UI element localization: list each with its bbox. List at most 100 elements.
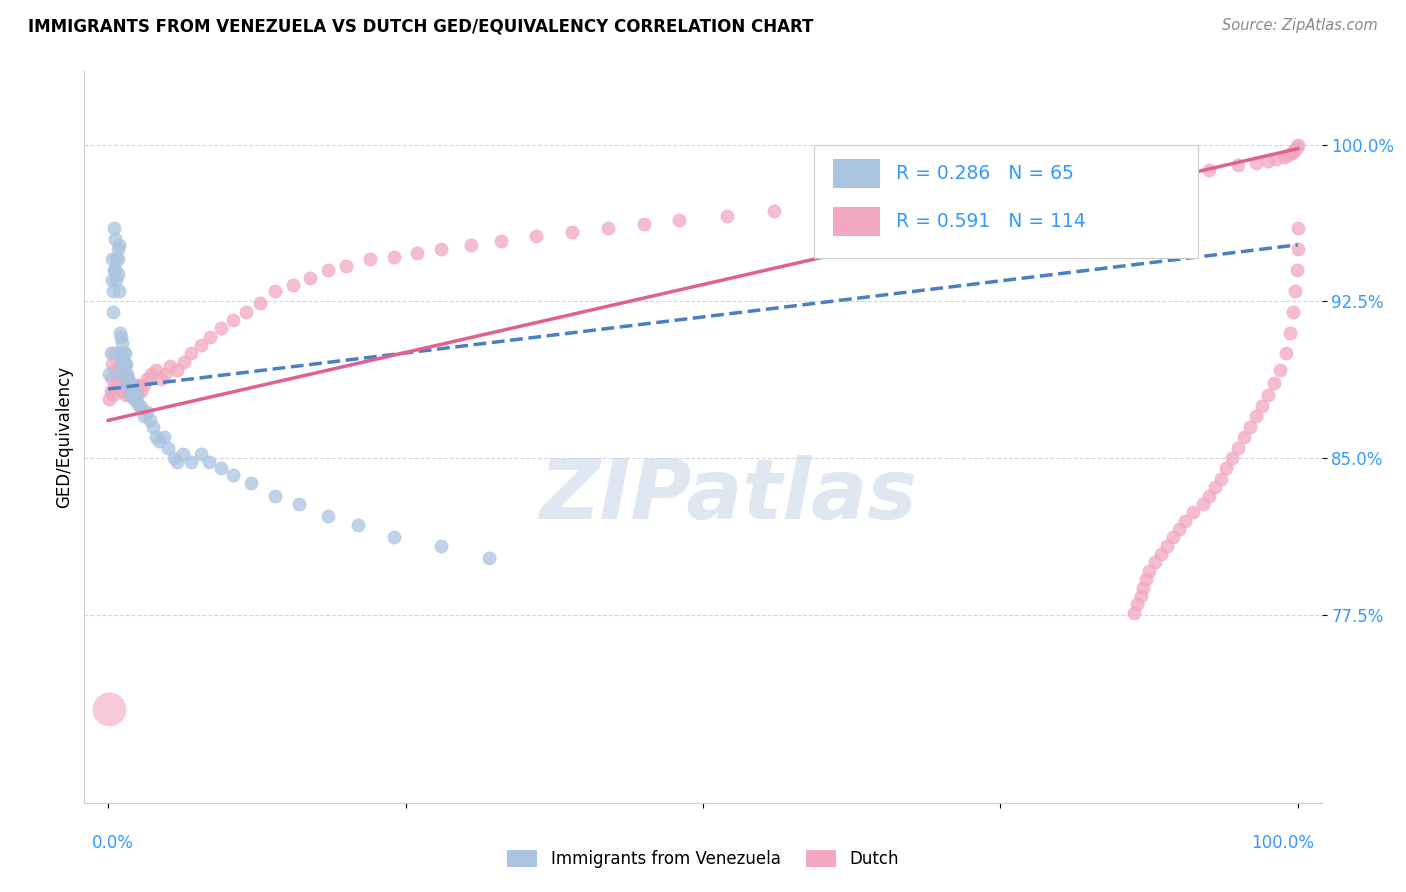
Point (145, 430, 167, 444)
Point (108, 284, 131, 298)
Point (561, 225, 583, 239)
Text: 0.0%: 0.0% (91, 834, 134, 852)
Point (1284, 284, 1306, 298)
Point (121, 388, 143, 402)
Point (120, 376, 142, 390)
Point (131, 384, 153, 398)
Point (1286, 221, 1309, 235)
Point (1285, 139, 1308, 153)
Point (100, 371, 122, 385)
Point (460, 237, 482, 252)
Point (101, 388, 124, 402)
Point (180, 346, 202, 360)
Point (222, 467, 245, 482)
Point (101, 304, 124, 318)
Point (1174, 514, 1197, 528)
Point (107, 242, 129, 256)
Point (111, 357, 134, 371)
Point (115, 368, 138, 382)
Point (1126, 597, 1149, 611)
Point (1204, 480, 1226, 494)
Point (128, 377, 150, 392)
Point (139, 413, 162, 427)
Point (111, 336, 134, 351)
Point (142, 419, 165, 434)
Y-axis label: GED/Equivalency: GED/Equivalency (55, 366, 73, 508)
Point (103, 263, 125, 277)
Point (136, 371, 159, 385)
Point (101, 284, 124, 298)
Point (905, 192, 928, 206)
Point (953, 187, 976, 202)
Point (98, 368, 121, 382)
Point (108, 368, 131, 382)
Point (406, 246, 429, 260)
Point (1132, 581, 1154, 595)
Point (1244, 409, 1267, 424)
Point (124, 392, 146, 407)
Point (200, 330, 222, 344)
Point (129, 399, 152, 413)
Point (1227, 441, 1250, 455)
Point (1182, 505, 1205, 519)
Point (108, 346, 131, 360)
Point (139, 368, 162, 382)
Point (125, 388, 148, 402)
Point (1272, 150, 1295, 164)
Point (127, 397, 149, 411)
Point (1277, 148, 1299, 162)
Point (235, 304, 257, 318)
Point (281, 277, 304, 292)
Point (1263, 376, 1285, 390)
Point (120, 377, 142, 392)
Point (112, 346, 135, 360)
Point (347, 517, 370, 532)
Point (104, 263, 127, 277)
Point (110, 368, 132, 382)
Point (633, 217, 655, 231)
Point (1233, 430, 1256, 444)
Point (114, 357, 136, 371)
Point (263, 489, 285, 503)
Point (1144, 556, 1167, 570)
Point (118, 388, 141, 402)
Point (1132, 170, 1154, 185)
Point (811, 200, 834, 214)
Point (1251, 399, 1274, 413)
Text: Source: ZipAtlas.com: Source: ZipAtlas.com (1222, 18, 1378, 33)
Point (100, 346, 122, 360)
Point (98, 702, 121, 716)
Point (198, 455, 221, 469)
FancyBboxPatch shape (832, 207, 880, 236)
Point (117, 371, 139, 385)
Point (122, 384, 145, 398)
Point (110, 330, 132, 344)
Point (526, 229, 548, 244)
FancyBboxPatch shape (814, 145, 1198, 258)
Text: ZIPatlas: ZIPatlas (538, 455, 917, 536)
Point (153, 430, 176, 444)
Text: 100.0%: 100.0% (1251, 834, 1315, 852)
Point (316, 263, 339, 277)
Point (149, 371, 172, 385)
Point (108, 237, 131, 252)
Point (263, 284, 285, 298)
Point (382, 530, 405, 544)
Point (335, 259, 357, 273)
Point (1282, 304, 1305, 318)
Point (156, 441, 179, 455)
Point (359, 252, 381, 267)
Point (299, 271, 322, 285)
Point (105, 273, 128, 287)
Point (190, 447, 212, 461)
Point (100, 273, 122, 287)
Point (1097, 175, 1119, 189)
Point (239, 476, 262, 491)
Point (114, 357, 136, 371)
Point (103, 221, 125, 235)
Point (103, 346, 125, 360)
Point (209, 461, 232, 475)
Point (1284, 144, 1306, 158)
Point (112, 371, 135, 385)
Point (100, 252, 122, 267)
